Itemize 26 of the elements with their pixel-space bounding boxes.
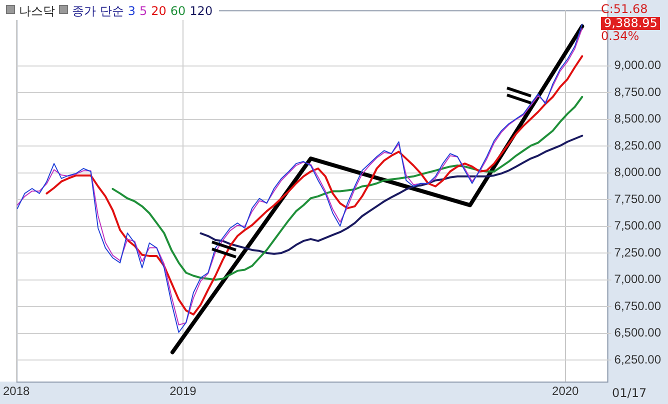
text: 01/17 [612,386,647,400]
y-tick-label: 8,500.00 [614,112,662,126]
text: 20 [151,4,166,18]
y-tick-label: 6,250.00 [614,352,662,367]
y-tick-label: 7,000.00 [614,272,662,286]
text: 120 [190,4,213,18]
x-tick-label: 2020 [552,384,580,398]
annotation: C:51.68 [601,2,648,16]
text: 5 [139,4,148,18]
text: 3 [128,4,136,18]
y-tick-label: 8,250.00 [614,138,662,152]
y-tick-label: 7,750.00 [614,192,662,206]
annotation: 0.34% [601,29,640,43]
y-tick-label: 6,750.00 [614,298,662,313]
y-tick-label: 9,000.00 [614,58,662,72]
x-tick-label: 2018 [2,384,30,398]
x-tick-label: 2019 [170,384,197,398]
annotation: 9,388.95 [601,16,660,30]
chart-title: 나스닥 [19,4,55,18]
legend-title: 종가 단순 [72,4,124,18]
y-tick-label: 6,500.00 [614,326,662,340]
y-tick-label: 7,500.00 [614,218,662,233]
y-tick-label: 8,750.00 [614,84,662,99]
y-tick-label: 8,000.00 [614,165,662,180]
text: 60 [170,4,186,18]
y-tick-label: 7,250.00 [614,245,662,260]
